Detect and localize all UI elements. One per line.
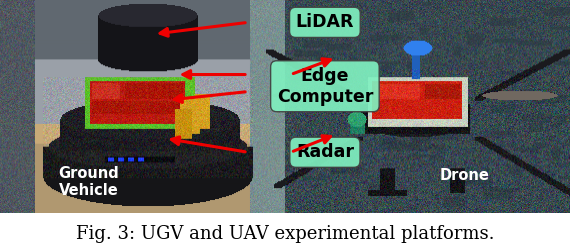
Text: LiDAR: LiDAR [296,13,354,31]
Text: Radar: Radar [296,143,354,161]
Text: Drone: Drone [439,168,490,183]
Text: Edge
Computer: Edge Computer [276,67,373,106]
Text: Ground
Vehicle: Ground Vehicle [58,166,119,198]
Text: Fig. 3: UGV and UAV experimental platforms.: Fig. 3: UGV and UAV experimental platfor… [76,225,494,243]
